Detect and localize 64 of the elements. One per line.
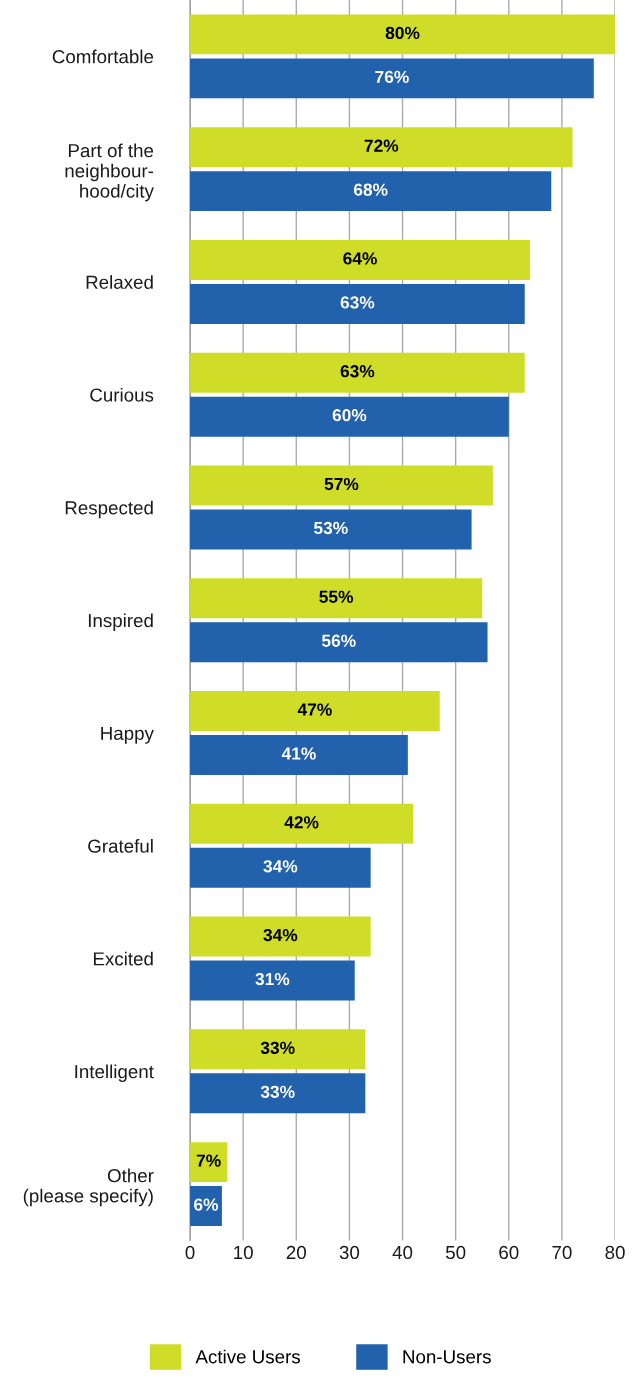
data-label: 55%	[319, 590, 354, 603]
x-tick-label: 80	[605, 1245, 625, 1260]
x-tick-label: 70	[552, 1245, 572, 1260]
data-label: 33%	[260, 1085, 295, 1098]
bar	[190, 396, 509, 437]
bar	[190, 509, 472, 550]
bar	[190, 1073, 366, 1114]
data-label: 53%	[313, 521, 348, 535]
data-label: 34%	[263, 928, 298, 942]
bar	[190, 58, 594, 99]
y-tick-label: Comfortable	[52, 49, 154, 64]
x-tick-label: 50	[445, 1245, 466, 1260]
data-label: 47%	[297, 703, 332, 716]
bar	[190, 352, 525, 393]
data-label: 63%	[340, 296, 375, 309]
y-tick-label: Curious	[90, 387, 154, 402]
bar	[190, 803, 414, 844]
legend-label: Non-Users	[403, 1350, 491, 1364]
bar	[190, 847, 371, 888]
bar	[190, 622, 488, 663]
y-tick-label: Inspired	[88, 613, 153, 631]
data-label: 72%	[364, 139, 399, 152]
y-tick-label: Other (please specify)	[23, 1168, 154, 1207]
y-tick-label: Excited	[93, 951, 153, 966]
data-label: 7%	[196, 1154, 221, 1167]
data-label: 41%	[281, 747, 316, 760]
data-label: 33%	[260, 1041, 295, 1055]
data-label: 60%	[332, 409, 367, 422]
y-tick-label: Respected	[65, 500, 153, 519]
y-tick-label: Happy	[101, 726, 154, 744]
data-label: 57%	[324, 477, 359, 491]
y-tick-label: Part of the neighbour- hood/city	[65, 143, 154, 202]
y-tick-label: Intelligent	[75, 1064, 154, 1082]
bar	[190, 916, 371, 957]
data-label: 31%	[255, 972, 290, 986]
x-tick-label: 20	[286, 1245, 306, 1260]
legend-label: Active Users	[195, 1349, 301, 1364]
data-label: 64%	[343, 252, 377, 265]
data-label: 34%	[263, 860, 298, 873]
bar	[190, 14, 616, 55]
y-tick-label: Grateful	[88, 838, 153, 853]
bar	[190, 465, 493, 506]
x-tick-label: 40	[392, 1245, 413, 1260]
data-label: 76%	[375, 70, 409, 84]
bar	[190, 283, 525, 324]
y-tick-label: Relaxed	[86, 275, 153, 289]
bar	[190, 1029, 366, 1070]
x-tick-label: 0	[185, 1245, 195, 1260]
data-label: 6%	[194, 1198, 219, 1211]
x-tick-label: 10	[234, 1245, 253, 1260]
data-label: 56%	[321, 634, 356, 647]
data-label: 63%	[340, 365, 375, 378]
x-tick-label: 60	[499, 1245, 519, 1260]
data-label: 80%	[385, 26, 420, 40]
bar	[190, 578, 483, 619]
data-label: 42%	[284, 816, 319, 829]
bar	[190, 691, 440, 731]
bar	[190, 960, 355, 1001]
bar	[190, 735, 408, 775]
bar	[190, 239, 531, 280]
bar	[190, 127, 573, 168]
data-label: 68%	[353, 183, 388, 196]
bar	[190, 171, 552, 212]
x-tick-label: 30	[339, 1245, 360, 1260]
